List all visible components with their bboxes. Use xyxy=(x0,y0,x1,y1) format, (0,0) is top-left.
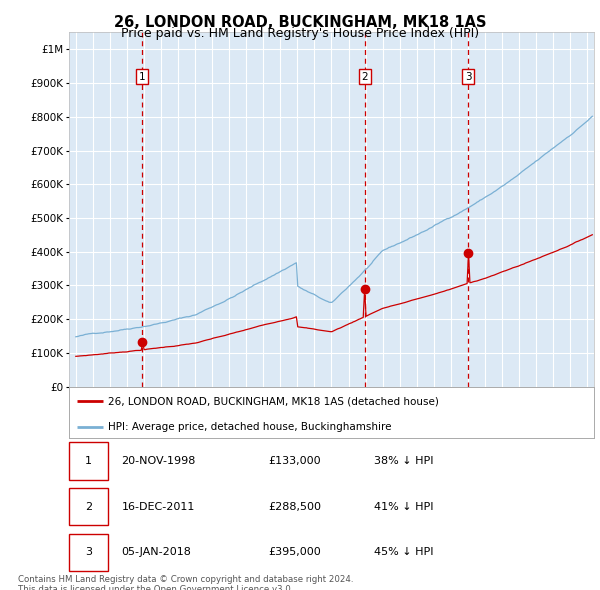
FancyBboxPatch shape xyxy=(69,533,109,571)
Text: £395,000: £395,000 xyxy=(269,548,321,558)
Text: 45% ↓ HPI: 45% ↓ HPI xyxy=(373,548,433,558)
Text: 41% ↓ HPI: 41% ↓ HPI xyxy=(373,502,433,512)
Text: 3: 3 xyxy=(465,72,472,82)
Text: 38% ↓ HPI: 38% ↓ HPI xyxy=(373,456,433,466)
Text: 26, LONDON ROAD, BUCKINGHAM, MK18 1AS (detached house): 26, LONDON ROAD, BUCKINGHAM, MK18 1AS (d… xyxy=(109,396,439,406)
Text: Price paid vs. HM Land Registry's House Price Index (HPI): Price paid vs. HM Land Registry's House … xyxy=(121,27,479,40)
FancyBboxPatch shape xyxy=(69,488,109,526)
Text: HPI: Average price, detached house, Buckinghamshire: HPI: Average price, detached house, Buck… xyxy=(109,422,392,432)
Text: 1: 1 xyxy=(85,456,92,466)
Text: £133,000: £133,000 xyxy=(269,456,321,466)
Text: 1: 1 xyxy=(139,72,145,82)
Text: 2: 2 xyxy=(361,72,368,82)
Text: 16-DEC-2011: 16-DEC-2011 xyxy=(121,502,195,512)
Text: 20-NOV-1998: 20-NOV-1998 xyxy=(121,456,196,466)
Text: £288,500: £288,500 xyxy=(269,502,322,512)
Text: 26, LONDON ROAD, BUCKINGHAM, MK18 1AS: 26, LONDON ROAD, BUCKINGHAM, MK18 1AS xyxy=(114,15,486,30)
Text: Contains HM Land Registry data © Crown copyright and database right 2024.
This d: Contains HM Land Registry data © Crown c… xyxy=(18,575,353,590)
Text: 3: 3 xyxy=(85,548,92,558)
FancyBboxPatch shape xyxy=(69,442,109,480)
Text: 05-JAN-2018: 05-JAN-2018 xyxy=(121,548,191,558)
Text: 2: 2 xyxy=(85,502,92,512)
